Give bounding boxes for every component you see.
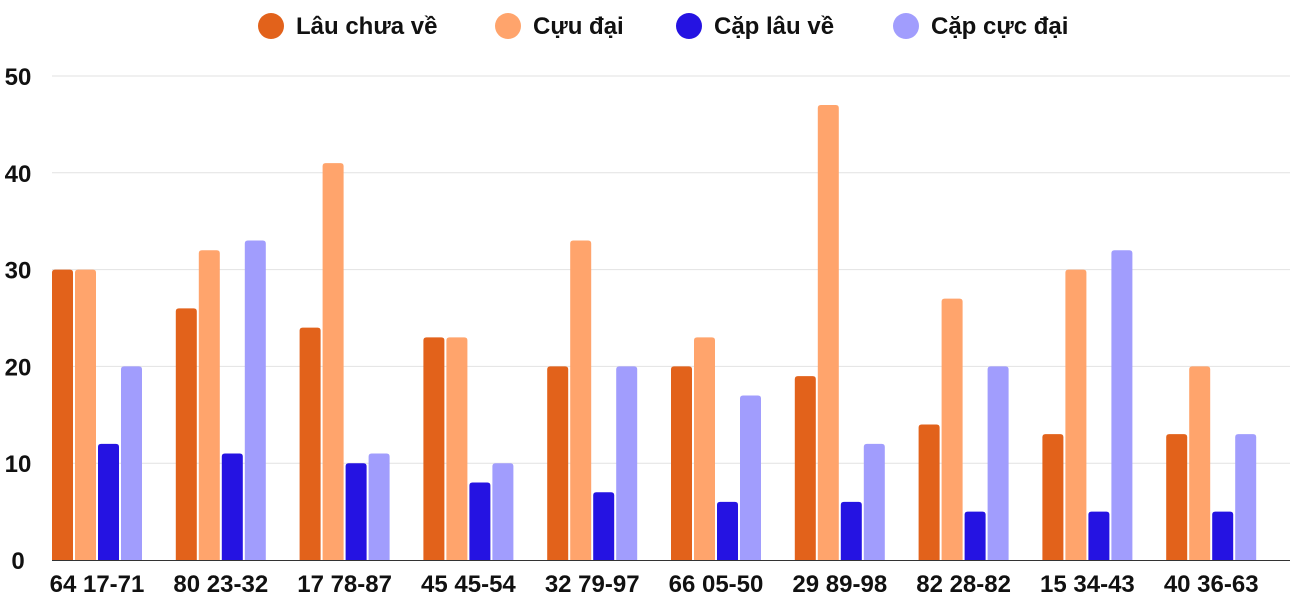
bar-cuu-dai-82-28-82 [941,298,963,560]
x-tick-label-17-78-87: 17 78-87 [297,571,392,598]
bar-cap-cuc-dai-29-89-98 [863,443,885,560]
bar-cuu-dai-17-78-87 [322,163,344,560]
bar-lau-chua-ve-80-23-32 [175,308,197,560]
bar-cap-cuc-dai-64-17-71 [121,366,142,560]
x-tick-label-66-05-50: 66 05-50 [669,571,764,598]
bar-group-40-36-63 [1166,366,1257,560]
bar-cap-lau-ve-29-89-98 [840,501,862,560]
bar-cap-lau-ve-64-17-71 [98,443,119,560]
bar-cap-lau-ve-17-78-87 [345,463,367,560]
bar-cuu-dai-29-89-98 [817,105,839,560]
bar-cap-cuc-dai-45-45-54 [492,463,514,560]
bar-cuu-dai-64-17-71 [75,269,96,560]
legend-label-cap-cuc-dai: Cặp cực đại [931,13,1068,40]
legend-swatch-cuu-dai [495,13,521,39]
bar-cap-lau-ve-40-36-63 [1212,511,1234,560]
y-tick-label-50: 50 [5,64,32,91]
bar-cap-lau-ve-82-28-82 [964,511,986,560]
bar-group-45-45-54 [423,337,514,560]
bar-cap-cuc-dai-80-23-32 [244,240,266,560]
bar-lau-chua-ve-32-79-97 [547,366,569,560]
y-axis-ticks: 0 10 20 30 40 50 [5,64,32,575]
legend-label-cuu-dai: Cựu đại [533,13,624,40]
x-tick-label-40-36-63: 40 36-63 [1164,571,1259,598]
bar-lau-chua-ve-45-45-54 [423,337,445,560]
bar-cuu-dai-80-23-32 [198,250,220,561]
bar-cuu-dai-32-79-97 [570,240,592,560]
legend-swatch-cap-lau-ve [676,13,702,39]
bar-cap-lau-ve-45-45-54 [469,482,491,560]
x-tick-label-45-45-54: 45 45-54 [421,571,516,598]
legend-item-cuu-dai: Cựu đại [495,13,624,40]
bar-cap-cuc-dai-17-78-87 [368,453,390,560]
legend: Lâu chưa về Cựu đại Cặp lâu về Cặp cực đại [258,13,1068,40]
bar-cap-lau-ve-32-79-97 [593,492,615,560]
bar-lau-chua-ve-64-17-71 [52,269,73,560]
legend-swatch-cap-cuc-dai [893,13,919,39]
bar-lau-chua-ve-66-05-50 [671,366,692,560]
legend-label-lau-chua-ve: Lâu chưa về [296,13,437,40]
x-tick-label-32-79-97: 32 79-97 [545,571,640,598]
legend-label-cap-lau-ve: Cặp lâu về [714,13,834,40]
y-tick-label-20: 20 [5,354,32,381]
y-tick-label-10: 10 [5,451,32,478]
bar-cap-lau-ve-15-34-43 [1088,511,1110,560]
bar-group-64-17-71 [52,269,142,560]
x-tick-label-15-34-43: 15 34-43 [1040,571,1135,598]
bar-group-29-89-98 [794,105,885,560]
bar-cap-cuc-dai-15-34-43 [1111,250,1133,561]
bar-group-15-34-43 [1042,250,1133,561]
y-tick-label-30: 30 [5,258,32,285]
legend-swatch-lau-chua-ve [258,13,284,39]
bar-lau-chua-ve-82-28-82 [918,424,940,560]
bar-cap-cuc-dai-32-79-97 [616,366,638,560]
bar-lau-chua-ve-29-89-98 [794,376,816,560]
bar-cap-cuc-dai-40-36-63 [1235,434,1257,560]
bar-group-17-78-87 [299,163,390,560]
bar-lau-chua-ve-17-78-87 [299,327,321,560]
bar-cap-lau-ve-66-05-50 [717,501,738,560]
bar-cuu-dai-45-45-54 [446,337,468,560]
bar-group-66-05-50 [671,337,761,560]
legend-item-cap-lau-ve: Cặp lâu về [676,13,834,40]
legend-item-cap-cuc-dai: Cặp cực đại [893,13,1068,40]
bar-cuu-dai-66-05-50 [694,337,715,560]
x-tick-label-80-23-32: 80 23-32 [173,571,268,598]
bar-cuu-dai-40-36-63 [1189,366,1211,560]
bar-cap-cuc-dai-82-28-82 [987,366,1009,560]
x-tick-label-29-89-98: 29 89-98 [792,571,887,598]
bar-lau-chua-ve-40-36-63 [1166,434,1188,560]
bar-cap-cuc-dai-66-05-50 [740,395,761,560]
y-tick-label-40: 40 [5,161,32,188]
bars [52,105,1257,561]
bar-lau-chua-ve-15-34-43 [1042,434,1064,560]
bar-group-82-28-82 [918,298,1009,560]
x-axis-labels: 64 17-71 80 23-32 17 78-87 45 45-54 32 79-97… [50,571,1259,598]
bar-group-80-23-32 [175,240,266,561]
x-tick-label-64-17-71: 64 17-71 [50,571,145,598]
x-tick-label-82-28-82: 82 28-82 [916,571,1011,598]
y-tick-label-0: 0 [11,548,24,575]
bar-cuu-dai-15-34-43 [1065,269,1087,560]
bar-cap-lau-ve-80-23-32 [221,453,243,560]
legend-item-lau-chua-ve: Lâu chưa về [258,13,437,40]
bar-group-32-79-97 [547,240,638,560]
